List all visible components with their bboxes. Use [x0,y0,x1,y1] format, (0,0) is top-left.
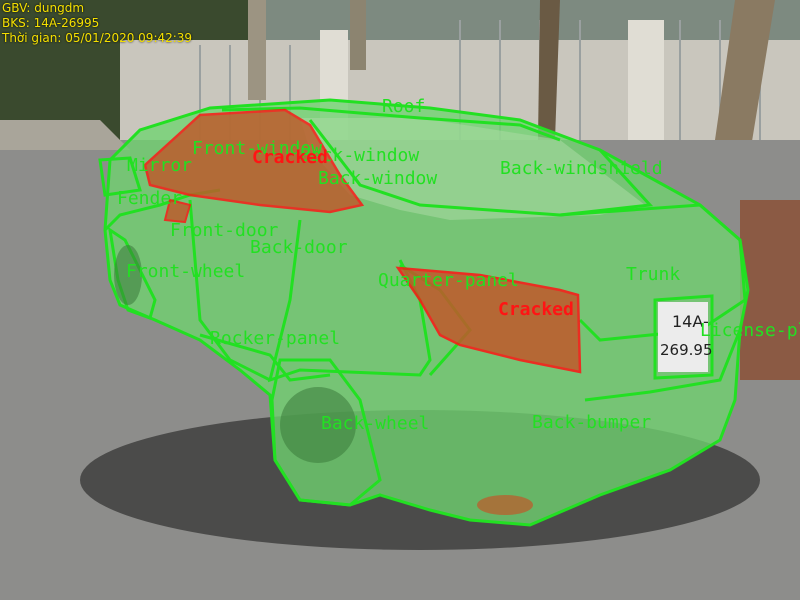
body-outline [103,98,750,527]
label-front-wheel: Front-wheel [126,261,246,282]
label-mirror: Mirror [127,155,193,176]
label-rocker-panel: Rocker-panel [210,328,341,349]
back-windshield-outline [308,119,654,217]
plate-line2: 269.95 [660,341,713,359]
brick-curb [740,200,800,380]
label-front-window: Front-window [192,138,323,159]
trunk-outline [559,203,747,342]
plate-line1: 14A- [672,312,709,331]
cracked-window-region [143,108,365,214]
label-roof: Roof [382,96,426,117]
cracked-taillight-region [395,266,582,374]
cracked-window-chip [163,198,192,224]
exhaust-patch [477,495,533,515]
label-quarter-panel: Quarter-panel [378,270,519,291]
label-lamp-damage: Cracked [498,299,574,320]
timestamp-label: Thời gian: 05/01/2020 09:42:39 [2,31,193,45]
teacher-label: GBV: dungdm [2,1,85,15]
tree-trunk [248,0,266,100]
license-plate [658,302,708,372]
label-back-wheel: Back-wheel [321,413,430,434]
plate-info-label: BKS: 14A-26995 [2,16,100,30]
label-trunk: Trunk [626,264,681,285]
roof-outline [221,106,561,142]
label-window-damage: Cracked [252,147,328,168]
label-front-door: Front-door [170,220,279,241]
front-wheel-rim [114,245,142,305]
mirror-outline [98,156,142,197]
part-outlines [98,98,750,527]
rear-wheel-rim [280,387,356,463]
label-back-door: Back-door [250,237,348,258]
tree-trunk [538,0,560,140]
label-back-bumper: Back-bumper [532,412,652,433]
label-license-plate: License-plate [700,320,800,341]
label-back-window-b: Back-window [318,168,438,189]
label-fender: Fender [117,188,183,209]
back-wheel-outline [270,358,382,507]
license-plate-outline [653,294,714,380]
label-back-window-a: Back-window [300,145,420,166]
back-bumper-outline [584,329,742,402]
label-back-windshield: Back-windshield [500,158,663,179]
rocker-panel-outline [199,333,331,382]
tree-trunk [350,0,366,70]
sidewalk [0,120,130,150]
back-door-outline [267,219,432,383]
